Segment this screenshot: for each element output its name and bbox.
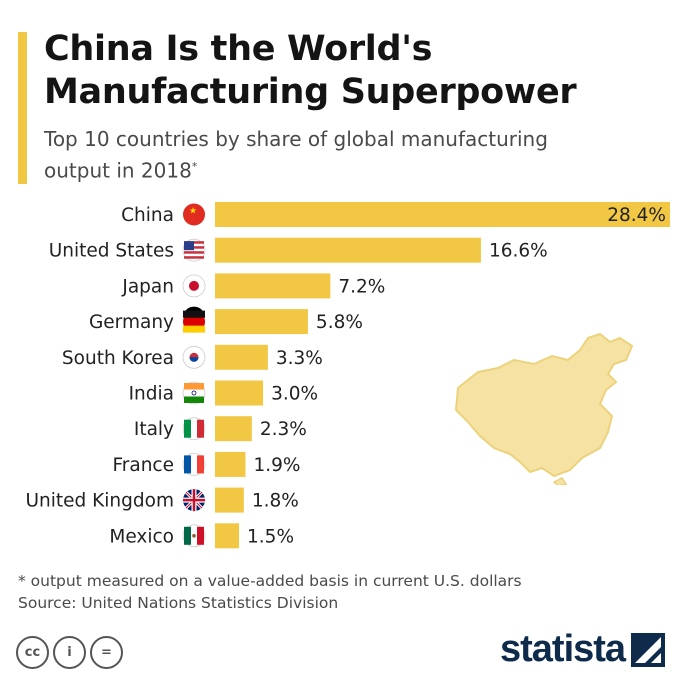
flag-band-right — [197, 419, 204, 438]
flag-cross-red — [183, 489, 205, 512]
bar-mexico — [215, 523, 240, 549]
flag-united-states-icon — [182, 238, 206, 262]
flag-stripe — [184, 256, 204, 259]
title-line-1: China Is the World's — [44, 29, 433, 69]
flag-italy-icon — [182, 417, 206, 441]
flag-united-kingdom-icon — [183, 489, 205, 512]
value-label-mexico: 1.5% — [247, 526, 294, 547]
brand-name: statista — [500, 628, 626, 670]
flag-disc — [189, 280, 199, 291]
bar-united-states — [215, 237, 481, 263]
value-label-south-korea: 3.3% — [276, 348, 323, 369]
value-label-united-states: 16.6% — [489, 241, 548, 262]
footnote: * output measured on a value-added basis… — [18, 572, 522, 590]
statista-logo: statista — [500, 628, 666, 671]
no-derivatives-icon: = — [90, 636, 123, 669]
category-label-south-korea: South Korea — [62, 348, 174, 369]
category-label-united-states: United States — [49, 241, 174, 262]
flag-south-korea-icon — [182, 345, 206, 369]
bar-italy — [215, 416, 252, 442]
category-label-china: China — [121, 205, 174, 226]
flag-band-top — [184, 383, 204, 390]
flag-china-icon: ★ — [183, 203, 205, 226]
flag-canton — [184, 241, 194, 251]
flag-mexico-icon — [182, 524, 206, 548]
flag-taegeuk-blue — [189, 357, 199, 362]
bar-united-kingdom — [215, 487, 244, 513]
flag-stripe — [184, 251, 204, 254]
bar-india — [215, 380, 264, 406]
bar-south-korea — [215, 344, 268, 370]
value-label-united-kingdom: 1.8% — [252, 491, 299, 512]
flag-band-left — [184, 526, 191, 545]
bar-chart: China ★ 28.4% United States 16.6% Japan 7.2% Ge… — [26, 202, 670, 549]
flag-france-icon — [182, 452, 206, 476]
value-label-france: 1.9% — [253, 455, 300, 476]
category-label-india: India — [129, 384, 174, 405]
value-label-germany: 5.8% — [316, 312, 363, 333]
flag-band-bottom — [183, 325, 205, 333]
category-label-mexico: Mexico — [109, 526, 174, 547]
category-label-japan: Japan — [121, 276, 174, 297]
category-label-united-kingdom: United Kingdom — [26, 491, 175, 512]
flag-japan-icon — [182, 274, 206, 298]
category-label-italy: Italy — [134, 419, 174, 440]
bar-germany — [215, 309, 308, 335]
source-text: Source: United Nations Statistics Divisi… — [18, 594, 339, 612]
value-label-italy: 2.3% — [260, 419, 307, 440]
flag-germany-icon — [183, 306, 205, 333]
flag-band-top — [183, 310, 205, 318]
title-line-2: Manufacturing Superpower — [44, 72, 577, 112]
subtitle-text: Top 10 countries by share of global manu… — [44, 127, 548, 183]
creative-commons-icon: cc — [16, 636, 49, 669]
attribution-icon: i — [53, 636, 86, 669]
flag-band-left — [184, 455, 191, 474]
value-label-china: 28.4% — [607, 205, 666, 226]
value-label-japan: 7.2% — [338, 276, 385, 297]
flag-chakra — [191, 390, 197, 396]
bar-japan — [215, 273, 331, 299]
value-label-india: 3.0% — [271, 384, 318, 405]
flag-band-right — [197, 526, 204, 545]
page-title: China Is the World's Manufacturing Super… — [44, 28, 577, 114]
flag-india-icon — [182, 381, 206, 405]
statista-mark-icon — [631, 632, 666, 667]
accent-bar — [18, 32, 27, 184]
flag-band-bottom — [184, 396, 204, 403]
subtitle-footnote-mark: * — [191, 160, 198, 173]
china-map-icon — [454, 332, 634, 485]
bar-china — [215, 202, 670, 227]
flag-band-right — [197, 455, 204, 474]
category-label-france: France — [112, 455, 174, 476]
flag-star: ★ — [189, 207, 197, 217]
bar-france — [215, 451, 246, 477]
flag-bg — [183, 203, 205, 226]
subtitle: Top 10 countries by share of global manu… — [44, 126, 604, 185]
flag-emblem — [192, 534, 196, 538]
license-icons: cc i = — [16, 636, 123, 669]
flag-band-left — [184, 419, 191, 438]
category-label-germany: Germany — [89, 312, 174, 333]
